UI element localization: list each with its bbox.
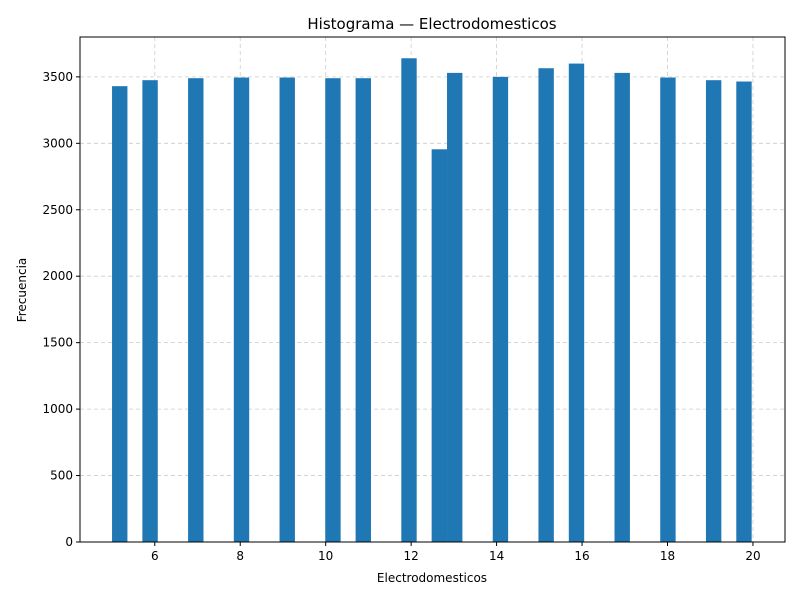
y-tick-label: 3000 [42, 136, 73, 150]
x-tick-label: 10 [318, 549, 333, 563]
x-tick-label: 18 [660, 549, 675, 563]
x-tick-label: 20 [745, 549, 760, 563]
x-tick-label: 16 [574, 549, 589, 563]
chart-title: Histograma — Electrodomesticos [307, 15, 556, 33]
histogram-bar [142, 80, 158, 542]
x-tick-label: 8 [236, 549, 244, 563]
histogram-bar [279, 77, 295, 542]
plot-frame [79, 36, 786, 543]
x-tick-label: 14 [489, 549, 504, 563]
histogram-bar [538, 68, 554, 543]
y-tick-label: 3500 [42, 70, 73, 84]
histogram-bar [447, 72, 463, 542]
histogram-bar [188, 78, 204, 543]
histogram-bar [355, 78, 371, 543]
histogram-bar [705, 80, 722, 542]
histogram-bar [325, 78, 341, 543]
y-tick-label: 1000 [42, 402, 73, 416]
y-tick-label: 2500 [42, 203, 73, 217]
x-tick-label: 6 [151, 549, 159, 563]
histogram-bar [401, 58, 417, 543]
x-tick-label: 12 [403, 549, 418, 563]
x-axis-title: Electrodomesticos [377, 571, 487, 585]
histogram-bar [660, 77, 676, 542]
histogram-bar [233, 77, 250, 542]
y-tick-label: 500 [50, 469, 73, 483]
y-axis-ticks: 0 500 1000 1500 2000 2500 3000 3500 [42, 70, 80, 549]
y-tick-label: 0 [65, 535, 73, 549]
histogram-bar [568, 63, 585, 542]
histogram-bars [112, 58, 752, 543]
y-tick-label: 1500 [42, 336, 73, 350]
histogram-bar [431, 149, 448, 542]
histogram-bar [112, 86, 128, 542]
x-axis-ticks: 6 8 10 12 14 16 18 20 [151, 542, 761, 563]
axes [79, 36, 786, 543]
histogram-bar [492, 76, 509, 543]
histogram-bar [736, 81, 752, 542]
y-tick-label: 2000 [42, 269, 73, 283]
histogram-bar [614, 72, 630, 542]
y-axis-title: Frecuencia [15, 258, 29, 323]
